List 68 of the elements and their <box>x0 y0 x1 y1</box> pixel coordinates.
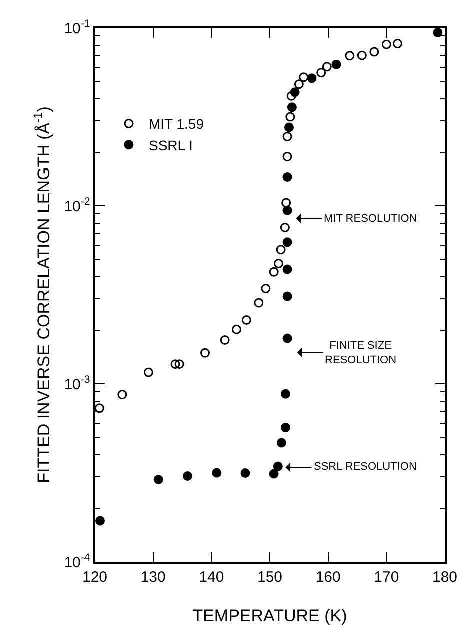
point <box>276 245 286 255</box>
x-tick-label: 130 <box>140 568 166 586</box>
point <box>144 368 154 378</box>
x-axis-title: TEMPERATURE (K) <box>192 606 348 626</box>
x-tick-label: 150 <box>257 568 283 586</box>
point <box>212 468 222 478</box>
point <box>281 389 290 399</box>
point <box>307 74 317 84</box>
point <box>261 284 271 294</box>
point <box>96 516 105 526</box>
point <box>282 334 292 344</box>
legend-label: SSRL I <box>149 137 193 154</box>
x-tick-label: 180 <box>432 568 458 586</box>
y-tick-label: 10$^{-2}$ <box>64 196 90 216</box>
point <box>290 88 300 98</box>
point <box>382 40 392 50</box>
point <box>282 264 292 274</box>
point <box>316 68 326 78</box>
point <box>299 72 309 82</box>
point <box>282 172 292 182</box>
y-tick-label: 10$^{-1}$ <box>64 18 90 38</box>
point <box>286 112 296 122</box>
point <box>282 198 292 208</box>
point <box>274 258 284 268</box>
point <box>393 39 402 49</box>
point <box>240 468 250 478</box>
point <box>282 292 292 302</box>
point <box>433 28 443 38</box>
point <box>332 60 342 70</box>
point <box>269 469 279 479</box>
annotation: FINITE SIZE RESOLUTION <box>325 340 397 366</box>
point <box>200 348 210 358</box>
point <box>154 474 164 484</box>
point <box>282 132 292 142</box>
x-tick-label: 140 <box>199 568 224 586</box>
y-tick-label: 10$^{-4}$ <box>64 552 90 572</box>
point <box>282 206 292 216</box>
point <box>254 298 264 308</box>
point <box>345 51 355 61</box>
point <box>269 267 279 277</box>
x-tick-label: 120 <box>82 568 108 586</box>
annotation: MIT RESOLUTION <box>324 213 418 225</box>
point <box>294 80 304 90</box>
point <box>174 360 184 370</box>
point <box>170 360 180 370</box>
point <box>357 50 367 60</box>
point <box>276 438 286 448</box>
point <box>281 422 290 432</box>
y-tick-label: 10$^{-3}$ <box>64 374 90 394</box>
point <box>183 472 192 482</box>
x-tick-label: 160 <box>316 568 341 586</box>
point <box>286 91 296 101</box>
point <box>282 152 292 162</box>
point <box>220 336 230 346</box>
point <box>273 462 283 472</box>
point <box>232 324 242 334</box>
legend-label: MIT 1.59 <box>149 116 204 132</box>
point <box>370 47 380 57</box>
point <box>95 404 104 414</box>
point <box>284 122 294 132</box>
point <box>280 222 290 232</box>
annotation: SSRL RESOLUTION <box>314 461 417 473</box>
point <box>287 102 297 112</box>
point <box>242 316 252 326</box>
point <box>282 238 292 248</box>
point <box>118 390 128 400</box>
point <box>322 62 332 72</box>
x-tick-label: 170 <box>374 568 400 586</box>
